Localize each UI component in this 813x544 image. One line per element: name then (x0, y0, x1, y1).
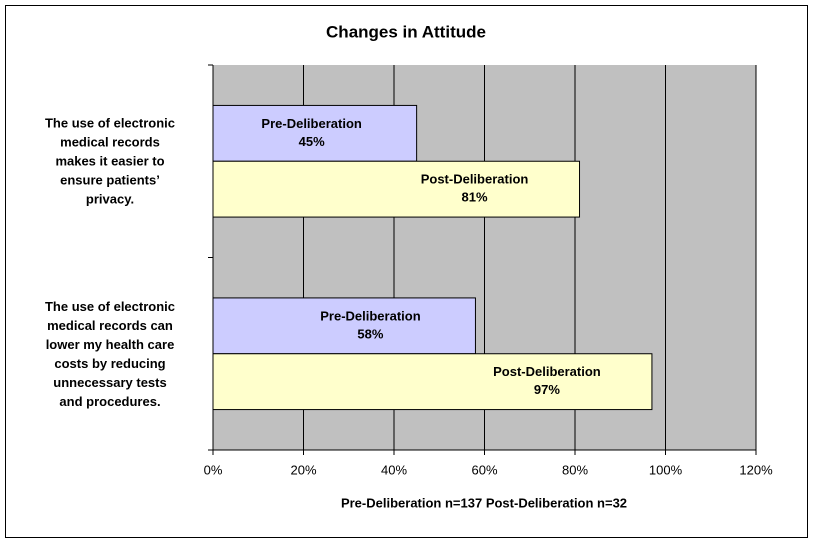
bar (212, 297, 476, 355)
x-tick-label: 40% (381, 462, 407, 477)
data-label-series: Post-Deliberation (493, 364, 601, 379)
x-tick-label: 20% (290, 462, 316, 477)
x-tick-label: 120% (739, 462, 773, 477)
data-label-series: Pre-Deliberation (261, 116, 361, 131)
data-label: 58% (357, 326, 383, 341)
bar (212, 160, 581, 218)
data-label-series: Post-Deliberation (421, 172, 529, 187)
chart-title: Changes in Attitude (326, 22, 486, 41)
bar (212, 353, 653, 411)
data-label: 81% (462, 190, 488, 205)
data-label: 97% (534, 382, 560, 397)
data-label: 45% (299, 134, 325, 149)
data-label-series: Pre-Deliberation (320, 308, 420, 323)
y-tick-label: The use of electronic medical records ma… (44, 115, 176, 207)
x-axis-label: Pre-Deliberation n=137 Post-Deliberation… (341, 495, 627, 510)
x-tick-label: 100% (649, 462, 683, 477)
x-tick-label: 0% (204, 462, 223, 477)
x-tick-label: 60% (471, 462, 497, 477)
y-tick-label: The use of electronic medical records ca… (44, 298, 176, 409)
x-tick-label: 80% (562, 462, 588, 477)
